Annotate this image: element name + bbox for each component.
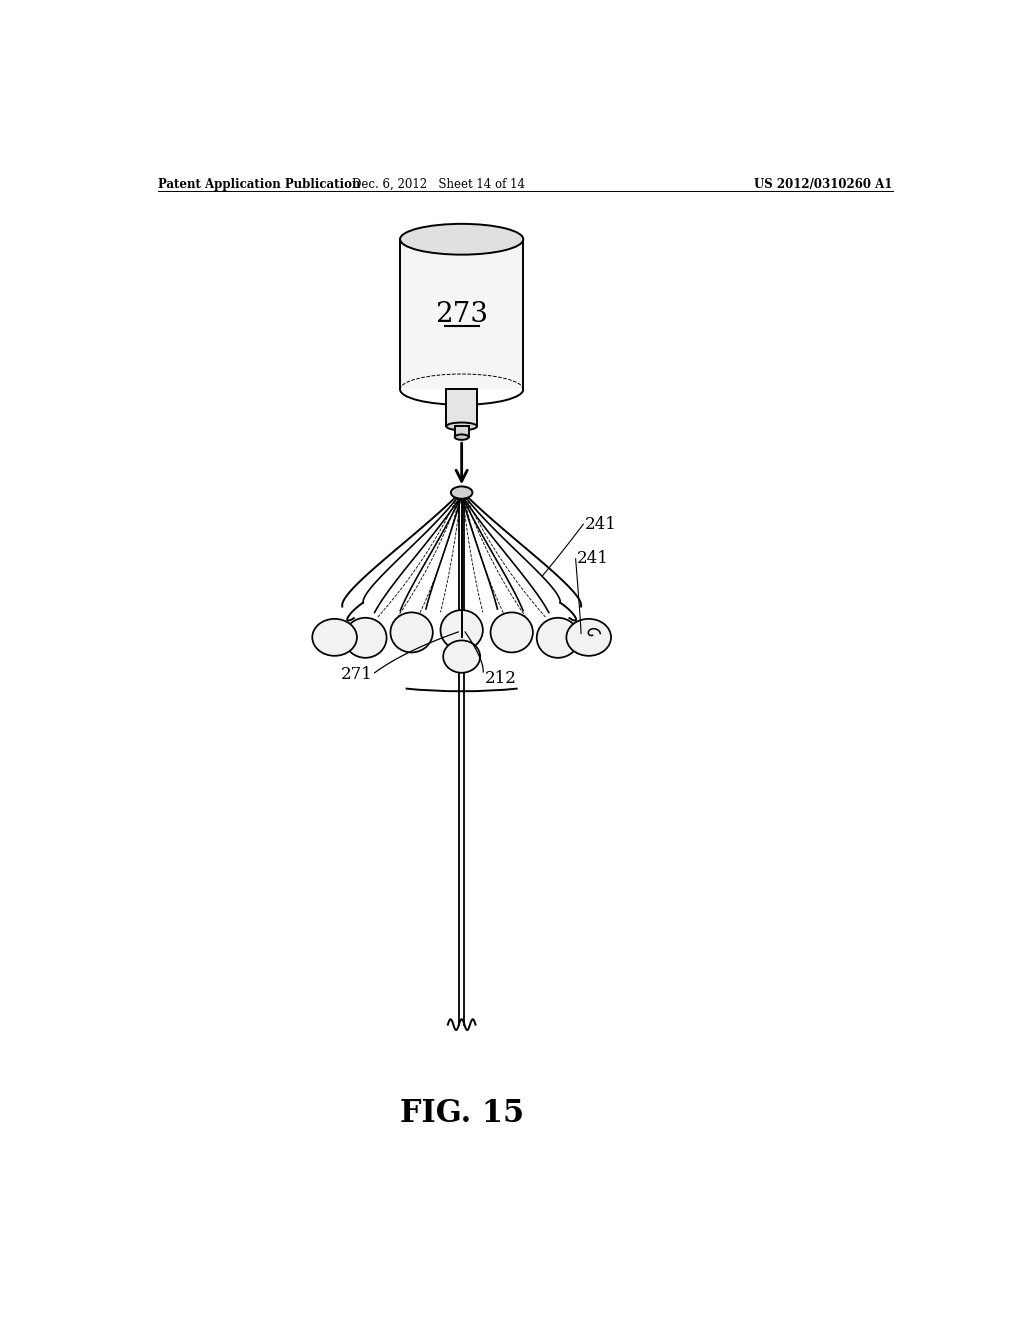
Text: FIG. 15: FIG. 15: [399, 1098, 523, 1129]
Ellipse shape: [390, 612, 433, 652]
Ellipse shape: [312, 619, 357, 656]
Text: US 2012/0310260 A1: US 2012/0310260 A1: [755, 178, 893, 190]
Text: Patent Application Publication: Patent Application Publication: [158, 178, 360, 190]
Ellipse shape: [455, 434, 469, 440]
Ellipse shape: [490, 612, 532, 652]
Ellipse shape: [344, 618, 387, 657]
Ellipse shape: [443, 640, 480, 673]
Text: 241: 241: [585, 516, 616, 533]
Polygon shape: [400, 239, 523, 389]
Polygon shape: [446, 389, 477, 426]
Ellipse shape: [451, 487, 472, 499]
Text: Dec. 6, 2012   Sheet 14 of 14: Dec. 6, 2012 Sheet 14 of 14: [352, 178, 525, 190]
Ellipse shape: [446, 422, 477, 430]
Text: 273: 273: [435, 301, 488, 327]
Ellipse shape: [566, 619, 611, 656]
Ellipse shape: [400, 224, 523, 255]
Text: 271: 271: [341, 665, 373, 682]
Text: 212: 212: [484, 669, 517, 686]
Polygon shape: [455, 426, 469, 437]
Ellipse shape: [537, 618, 580, 657]
Ellipse shape: [440, 610, 483, 651]
Text: 241: 241: [578, 550, 609, 568]
